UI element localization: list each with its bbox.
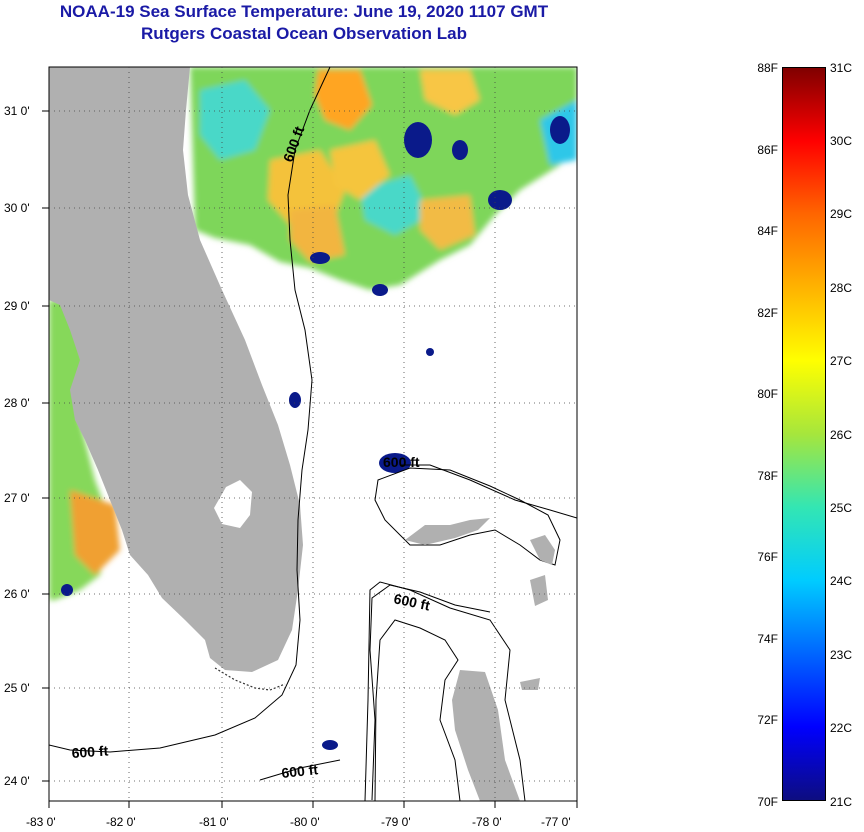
- sst-patch-west-orange: [70, 490, 120, 575]
- abaco-island: [530, 535, 555, 565]
- longitude-labels: -83 0' -82 0' -81 0' -80 0' -79 0' -78 0…: [26, 815, 571, 829]
- colorbar-c-label: 25C: [830, 501, 853, 515]
- contour-label: 600 ft: [392, 590, 431, 613]
- andros-island: [452, 670, 520, 801]
- contour-label: 600 ft: [281, 761, 319, 781]
- colorbar-c-label: 21C: [830, 795, 853, 809]
- sst-patch-teal-2: [360, 175, 430, 235]
- lat-label: 29 0': [4, 299, 30, 313]
- lon-label: -77 0': [541, 815, 571, 829]
- colorbar-f-label: 84F: [757, 224, 778, 238]
- contour-label: 600 ft: [383, 454, 420, 470]
- axis-ticks: [42, 110, 578, 808]
- colorbar-c-label: 30C: [830, 134, 853, 148]
- lake-okeechobee: [214, 480, 252, 528]
- colorbar-c-label: 26C: [830, 428, 853, 442]
- latitude-labels: 31 0' 30 0' 29 0' 28 0' 27 0' 26 0' 25 0…: [4, 104, 30, 788]
- colorbar-c-label: 31C: [830, 61, 853, 75]
- colorbar-f-label: 86F: [757, 143, 778, 157]
- lat-label: 25 0': [4, 681, 30, 695]
- colorbar-f-label: 78F: [757, 469, 778, 483]
- sst-patch-teal: [200, 80, 270, 160]
- lon-label: -79 0': [381, 815, 411, 829]
- map-title: NOAA-19 Sea Surface Temperature: June 19…: [59, 2, 549, 21]
- colorbar-c-label: 22C: [830, 721, 853, 735]
- lat-label: 28 0': [4, 396, 30, 410]
- lat-label: 24 0': [4, 774, 30, 788]
- sst-patch-orange-1: [315, 70, 372, 130]
- isobath-600ft: [49, 67, 577, 801]
- colorbar-c-label: 23C: [830, 648, 853, 662]
- colorbar-c-label: 29C: [830, 207, 853, 221]
- lon-label: -80 0': [290, 815, 320, 829]
- sst-field: [49, 67, 577, 600]
- contour-label: 600 ft: [71, 742, 109, 761]
- lon-label: -83 0': [26, 815, 56, 829]
- colorbar-c-label: 27C: [830, 354, 853, 368]
- colorbar-f-label: 70F: [757, 795, 778, 809]
- map-subtitle: Rutgers Coastal Ocean Observation Lab: [141, 24, 467, 43]
- colorbar-f-label: 88F: [757, 61, 778, 75]
- lat-label: 27 0': [4, 491, 30, 505]
- berry-islands: [530, 575, 548, 606]
- lon-label: -82 0': [106, 815, 136, 829]
- temperature-colorbar: [782, 67, 826, 801]
- sst-patch-orange-3: [330, 140, 390, 200]
- lat-label: 26 0': [4, 587, 30, 601]
- grand-bahama-island: [405, 518, 490, 545]
- colorbar-f-label: 80F: [757, 387, 778, 401]
- lon-label: -81 0': [199, 815, 229, 829]
- sst-patch-orange-6: [420, 195, 475, 250]
- lat-label: 31 0': [4, 104, 30, 118]
- graticule: [49, 67, 577, 801]
- colorbar-c-label: 24C: [830, 574, 853, 588]
- colorbar-f-label: 74F: [757, 632, 778, 646]
- colorbar-c-label: 28C: [830, 281, 853, 295]
- colorbar-f-label: 72F: [757, 713, 778, 727]
- lat-label: 30 0': [4, 201, 30, 215]
- colorbar-f-label: 76F: [757, 550, 778, 564]
- sst-patch-orange-5: [290, 205, 345, 262]
- lon-label: -78 0': [472, 815, 502, 829]
- eleuthera-speck: [520, 678, 540, 690]
- colorbar-f-label: 82F: [757, 306, 778, 320]
- sst-patch-orange-4: [420, 70, 480, 115]
